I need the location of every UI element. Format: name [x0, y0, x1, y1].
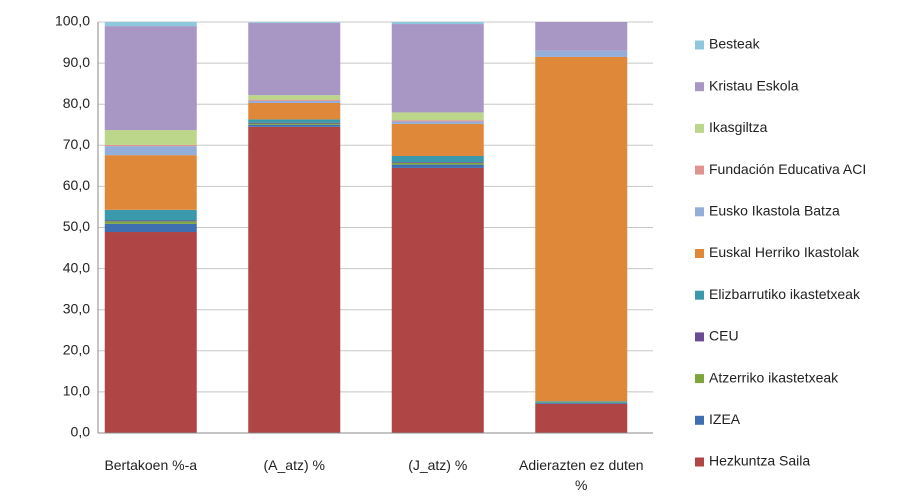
legend-label: CEU — [709, 328, 739, 344]
legend-label: Fundación Educativa ACI — [709, 161, 866, 177]
bar-segment — [104, 144, 197, 147]
bar-segment — [391, 164, 484, 168]
bar-segment — [248, 119, 341, 123]
bar-segment — [248, 122, 341, 124]
bar-segment — [248, 124, 341, 127]
bar-segment — [535, 56, 628, 402]
x-tick-label: Bertakoen %-a — [104, 457, 198, 473]
y-tick-label: 80,0 — [63, 95, 90, 111]
bar-segment — [535, 403, 628, 433]
legend-swatch — [695, 207, 704, 217]
legend-swatch — [695, 457, 704, 467]
bar-segment — [104, 220, 197, 222]
bar-segment — [248, 22, 341, 96]
legend-label: Hezkuntza Saila — [709, 453, 810, 469]
legend-label: IZEA — [709, 411, 741, 427]
bar-segment — [248, 95, 341, 100]
bar-segment — [535, 22, 628, 51]
x-tick-label: (J_atz) % — [408, 457, 468, 473]
legend-label: Ikasgiltza — [709, 119, 768, 135]
y-tick-label: 40,0 — [63, 259, 90, 275]
bar-segment — [104, 232, 197, 433]
legend-swatch — [695, 123, 704, 133]
bar-segment — [104, 130, 197, 145]
bar-segment — [391, 120, 484, 122]
legend-swatch — [695, 165, 704, 175]
bar-segment — [248, 22, 341, 23]
y-tick-label: 100,0 — [55, 13, 90, 29]
legend-label: Eusko Ikastola Batza — [709, 203, 840, 219]
bar-segment — [248, 99, 341, 101]
bar-segment — [104, 221, 197, 224]
bar-segment — [535, 402, 628, 404]
x-tick-label: (A_atz) % — [263, 457, 325, 473]
bar-segment — [535, 401, 628, 403]
legend-swatch — [695, 332, 704, 342]
legend-swatch — [695, 415, 704, 425]
bar-segment — [391, 155, 484, 163]
bar-segment — [391, 22, 484, 25]
bar-segment — [248, 123, 341, 125]
bar-segment — [535, 50, 628, 57]
legend-label: Atzerriko ikastetxeak — [709, 369, 839, 385]
bar-segment — [391, 112, 484, 121]
y-tick-label: 30,0 — [63, 300, 90, 316]
bar-segment — [391, 167, 484, 433]
bar-segment — [104, 155, 197, 210]
y-tick-label: 60,0 — [63, 177, 90, 193]
legend-label: Kristau Eskola — [709, 77, 799, 93]
bar-segment — [248, 100, 341, 103]
bar-segment — [104, 22, 197, 27]
legend-label: Euskal Herriko Ikastolak — [709, 244, 860, 260]
y-tick-label: 20,0 — [63, 342, 90, 358]
x-tick-label: Adierazten ez duten % — [518, 457, 644, 493]
legend-swatch — [695, 290, 704, 300]
legend-label: Besteak — [709, 36, 761, 52]
legend-swatch — [695, 40, 704, 50]
y-tick-label: 0,0 — [71, 424, 91, 440]
bar-segment — [391, 162, 484, 163]
bar-segment — [104, 209, 197, 221]
bar-segment — [391, 24, 484, 113]
y-tick-label: 10,0 — [63, 383, 90, 399]
bar-segment — [391, 121, 484, 124]
legend-swatch — [695, 374, 704, 384]
legend-label: Elizbarrutiko ikastetxeak — [709, 286, 861, 302]
bar-segment — [248, 126, 341, 434]
y-tick-label: 70,0 — [63, 136, 90, 152]
bar-segment — [391, 123, 484, 156]
bar-segment — [104, 26, 197, 131]
bar-segment — [104, 223, 197, 233]
bar-segment — [391, 162, 484, 165]
legend-swatch — [695, 249, 704, 258]
y-tick-label: 90,0 — [63, 54, 90, 70]
legend-swatch — [695, 82, 704, 92]
bar-segment — [104, 146, 197, 156]
bar-segment — [248, 102, 341, 120]
y-tick-label: 50,0 — [63, 218, 90, 234]
